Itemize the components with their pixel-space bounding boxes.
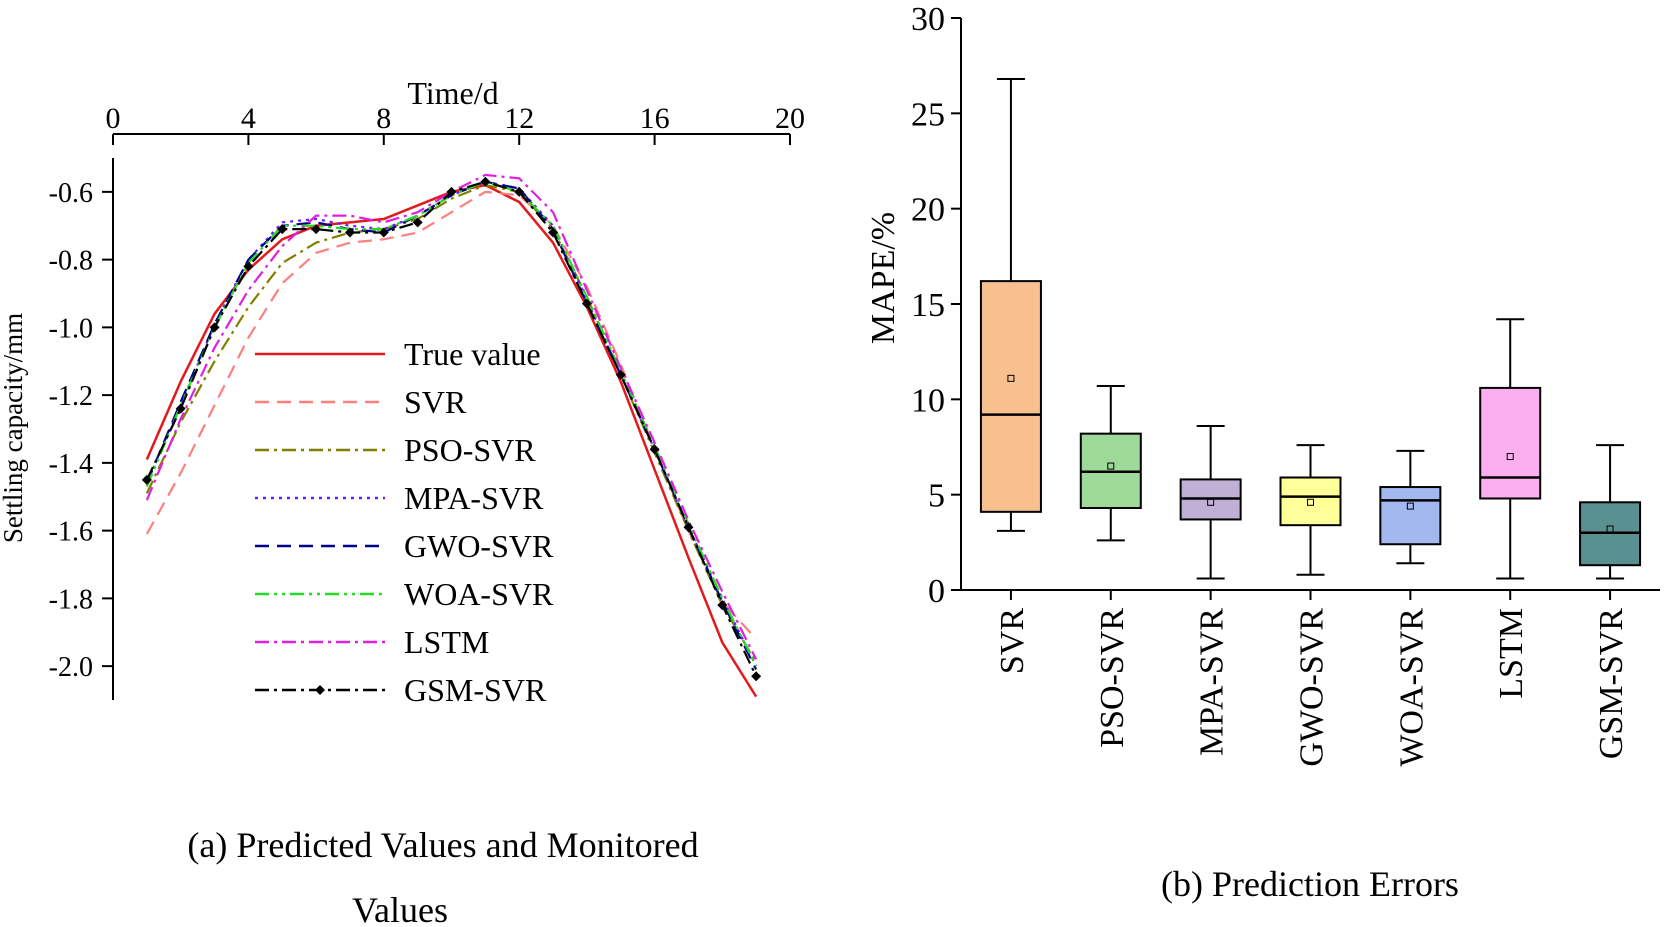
panel-a-caption-line1: (a) Predicted Values and Monitored <box>187 825 698 865</box>
legend-label-gsm-svr: GSM-SVR <box>404 672 547 708</box>
x-tick-group: SVR PSO-SVR MPA-SVR GWO-SVR WOA-SVR LSTM GSM-S… <box>994 590 1630 767</box>
box-group <box>979 78 1642 580</box>
series-marker-gsm-svr <box>277 224 288 235</box>
y-tick-label: -1.0 <box>49 313 93 344</box>
y-tick-label: -1.2 <box>49 381 93 412</box>
y-tick-label: 5 <box>928 478 945 515</box>
series-marker-gsm-svr <box>548 227 559 238</box>
y-tick-label: -0.6 <box>49 178 93 209</box>
y-tick-label: 25 <box>911 96 945 133</box>
y-tick-label: 0 <box>928 573 945 610</box>
legend-label-mpa-svr: MPA-SVR <box>404 480 544 516</box>
legend-marker-gsm-svr <box>315 685 325 695</box>
x-tick-label-pso-svr: PSO-SVR <box>1094 608 1131 748</box>
y-tick-group: 0 5 10 15 20 25 30 <box>911 1 961 610</box>
y-tick-label: -0.8 <box>49 246 93 277</box>
y-tick-label: 15 <box>911 287 945 324</box>
series-marker-gsm-svr <box>311 224 322 235</box>
series-marker-gsm-svr <box>683 522 694 533</box>
x-tick-label-woa-svr: WOA-SVR <box>1393 608 1430 767</box>
x-tick-label: 16 <box>640 102 670 135</box>
series-marker-gsm-svr <box>446 186 457 197</box>
line-chart-axes: 0 4 8 12 16 20 -0.6 -0.8 -1.0 -1.2 -1.4 -1.6 -1.8 -2… <box>49 102 805 700</box>
y-axis-title: Settling capacity/mm <box>0 313 28 543</box>
box-lstm <box>1479 386 1542 500</box>
x-tick-label-svr: SVR <box>994 608 1031 674</box>
box-gwo-svr <box>1279 476 1342 527</box>
legend-label-true-value: True value <box>404 336 541 372</box>
y-axis-title: MAPE/% <box>865 212 902 344</box>
y-tick-group: -0.6 -0.8 -1.0 -1.2 -1.4 -1.6 -1.8 -2.0 <box>49 178 113 683</box>
x-tick-label: 8 <box>376 102 391 135</box>
legend: True value SVR PSO-SVR MPA-SVR GWO-SVR WOA-SV… <box>255 336 554 708</box>
series-marker-gsm-svr <box>175 403 186 414</box>
y-tick-label: 10 <box>911 382 945 419</box>
mean-marker-svr <box>1007 374 1015 382</box>
series-marker-gsm-svr <box>243 261 254 272</box>
legend-label-woa-svr: WOA-SVR <box>404 576 554 612</box>
series-marker-gsm-svr <box>717 600 728 611</box>
legend-label-svr: SVR <box>404 384 467 420</box>
series-marker-gsm-svr <box>344 227 355 238</box>
box-plot-panel: 0 5 10 15 20 25 30 SVR PSO-SVR MPA-SVR GWO-SVR WOA… <box>865 1 1660 904</box>
x-tick-label: 12 <box>504 102 534 135</box>
x-tick-label: 4 <box>241 102 256 135</box>
series-marker-gsm-svr <box>412 217 423 228</box>
series-line-lstm <box>145 173 758 660</box>
box-svr <box>979 280 1042 513</box>
legend-label-pso-svr: PSO-SVR <box>404 432 536 468</box>
line-chart-panel: 0 4 8 12 16 20 -0.6 -0.8 -1.0 -1.2 -1.4 -1.6 -1.8 -2… <box>0 75 805 927</box>
y-tick-label: -1.6 <box>49 517 93 548</box>
y-tick-label: -2.0 <box>49 652 93 683</box>
y-tick-label: 20 <box>911 192 945 229</box>
x-tick-group: 0 4 8 12 16 20 <box>106 102 805 145</box>
y-tick-label: -1.4 <box>49 449 93 480</box>
series-marker-gsm-svr <box>649 444 660 455</box>
y-tick-label: 30 <box>911 1 945 38</box>
series-marker-gsm-svr <box>480 176 491 187</box>
x-tick-label: 0 <box>106 102 121 135</box>
box-woa-svr <box>1379 486 1442 546</box>
y-tick-label: -1.8 <box>49 584 93 615</box>
series-marker-gsm-svr <box>514 186 525 197</box>
mean-marker-lstm <box>1506 453 1514 461</box>
mean-marker-pso-svr <box>1107 462 1115 470</box>
mean-marker-woa-svr <box>1406 502 1414 510</box>
series-marker-gsm-svr <box>141 474 152 485</box>
series-marker-gsm-svr <box>615 369 626 380</box>
series-marker-gsm-svr <box>581 298 592 309</box>
line-series-group <box>141 173 762 698</box>
x-axis-title: Time/d <box>407 75 498 111</box>
legend-label-gwo-svr: GWO-SVR <box>404 528 554 564</box>
mean-marker-gsm-svr <box>1606 525 1614 533</box>
panel-a-caption-line2: Values <box>352 890 448 927</box>
legend-label-lstm: LSTM <box>404 624 489 660</box>
x-tick-label-gwo-svr: GWO-SVR <box>1294 608 1331 767</box>
x-tick-label-lstm: LSTM <box>1493 608 1530 699</box>
x-tick-label: 20 <box>775 102 805 135</box>
panel-b-caption: (b) Prediction Errors <box>1161 864 1459 904</box>
box-plot-axes: 0 5 10 15 20 25 30 SVR PSO-SVR MPA-SVR GWO-SVR WOA… <box>911 1 1660 767</box>
series-marker-gsm-svr <box>378 227 389 238</box>
series-marker-gsm-svr <box>209 322 220 333</box>
x-tick-label-mpa-svr: MPA-SVR <box>1194 608 1231 756</box>
x-tick-label-gsm-svr: GSM-SVR <box>1593 608 1630 759</box>
series-marker-gsm-svr <box>751 671 762 682</box>
mean-marker-mpa-svr <box>1207 498 1215 506</box>
mean-marker-gwo-svr <box>1307 498 1314 506</box>
